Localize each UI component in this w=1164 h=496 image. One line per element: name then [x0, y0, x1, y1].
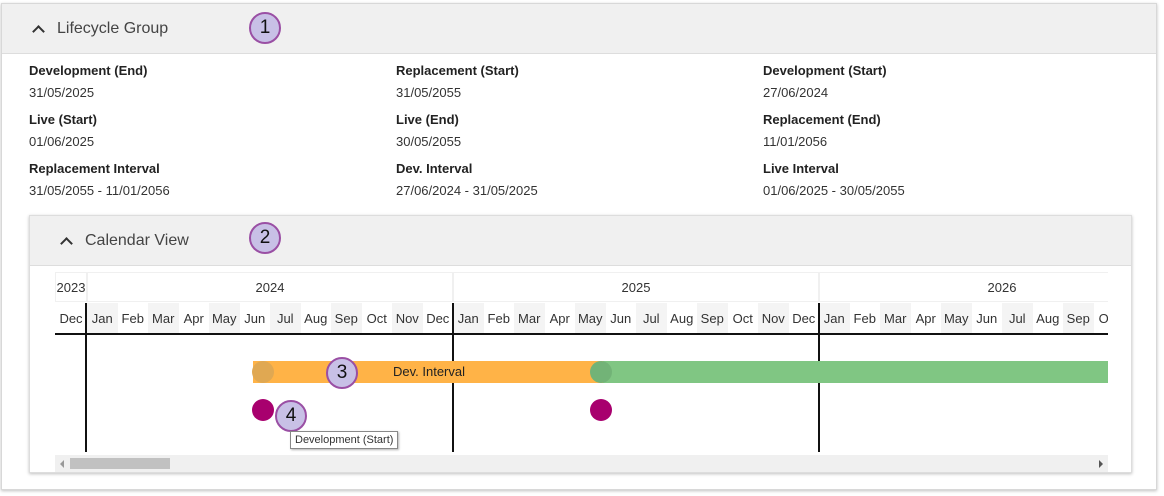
chevron-up-icon[interactable]	[32, 24, 45, 38]
field-dev-interval: Dev. Interval 27/06/2024 - 31/05/2025	[396, 161, 538, 198]
month-jul: Jul	[1002, 303, 1033, 333]
field-value: 11/01/2056	[763, 134, 828, 149]
field-label: Development (Start)	[763, 63, 887, 78]
field-development-end: Development (End) 31/05/2025	[29, 63, 147, 100]
year-2023: 2023	[55, 272, 87, 302]
month-dec: Dec	[788, 303, 819, 333]
field-label: Live (End)	[396, 112, 459, 127]
month-jan: Jan	[453, 303, 484, 333]
scrollbar-thumb[interactable]	[70, 458, 170, 469]
month-sep: Sep	[697, 303, 728, 333]
field-value: 27/06/2024 - 31/05/2025	[396, 183, 538, 198]
field-label: Live (Start)	[29, 112, 97, 127]
milestone-tooltip: Development (Start)	[290, 431, 399, 449]
field-value: 01/06/2025	[29, 134, 95, 149]
field-value: 31/05/2025	[29, 85, 95, 100]
month-jun: Jun	[239, 303, 270, 333]
year-2025: 2025	[453, 272, 819, 302]
year-2026: 2026	[819, 272, 1108, 302]
calendar-view-panel: Calendar View 2 DecNovOctSepAugJulJunMay…	[29, 215, 1132, 473]
month-mar: Mar	[880, 303, 911, 333]
live-interval-bar[interactable]	[603, 361, 1108, 383]
field-live-end: Live (End) 30/05/2055	[396, 112, 461, 149]
milestone-development-end[interactable]	[590, 399, 612, 421]
field-value: 31/05/2055 - 11/01/2056	[29, 183, 170, 198]
chevron-up-icon[interactable]	[60, 236, 73, 250]
month-aug: Aug	[666, 303, 697, 333]
month-nov: Nov	[758, 303, 789, 333]
lifecycle-group-title: Lifecycle Group	[57, 19, 169, 37]
field-value: 30/05/2055	[396, 134, 462, 149]
milestone-development-start[interactable]	[252, 399, 274, 421]
month-mar: Mar	[514, 303, 545, 333]
year-2024: 2024	[87, 272, 453, 302]
field-replacement-start: Replacement (Start) 31/05/2055	[396, 63, 519, 100]
field-label: Replacement (End)	[763, 112, 881, 127]
month-jun: Jun	[971, 303, 1002, 333]
field-live-start: Live (Start) 01/06/2025	[29, 112, 97, 149]
month-may: May	[209, 303, 240, 333]
field-label: Replacement (Start)	[396, 63, 519, 78]
calendar-timeline: DecNovOctSepAugJulJunMayAprMarFebJanDecN…	[55, 272, 1108, 452]
field-replacement-end: Replacement (End) 11/01/2056	[763, 112, 881, 149]
scroll-right-icon[interactable]	[1099, 460, 1103, 468]
calendar-view-title: Calendar View	[85, 231, 189, 249]
month-feb: Feb	[849, 303, 880, 333]
dev-interval-label: Dev. Interval	[393, 364, 466, 379]
calendar-view-header[interactable]: Calendar View	[30, 216, 1131, 266]
month-oct: Oct	[1093, 303, 1108, 333]
month-dec: Dec	[55, 303, 87, 333]
field-value: 27/06/2024	[763, 85, 829, 100]
annotation-badge-2: 2	[249, 222, 281, 254]
month-jun: Jun	[605, 303, 636, 333]
field-label: Development (End)	[29, 63, 148, 78]
field-live-interval: Live Interval 01/06/2025 - 30/05/2055	[763, 161, 905, 198]
month-may: May	[575, 303, 606, 333]
dev-start-handle[interactable]	[252, 361, 274, 383]
field-value: 01/06/2025 - 30/05/2055	[763, 183, 905, 198]
month-jul: Jul	[270, 303, 301, 333]
dev-interval-bar[interactable]: Dev. Interval	[253, 361, 603, 383]
month-may: May	[941, 303, 972, 333]
month-sep: Sep	[1063, 303, 1094, 333]
month-oct: Oct	[361, 303, 392, 333]
month-mar: Mar	[148, 303, 179, 333]
month-feb: Feb	[483, 303, 514, 333]
annotation-badge-1: 1	[249, 12, 281, 44]
month-dec: Dec	[422, 303, 453, 333]
month-aug: Aug	[1032, 303, 1063, 333]
month-jan: Jan	[87, 303, 118, 333]
live-start-handle[interactable]	[590, 361, 612, 383]
field-development-start: Development (Start) 27/06/2024	[763, 63, 887, 100]
field-replacement-interval: Replacement Interval 31/05/2055 - 11/01/2…	[29, 161, 170, 198]
month-oct: Oct	[727, 303, 758, 333]
annotation-badge-4: 4	[275, 400, 307, 432]
month-apr: Apr	[544, 303, 575, 333]
month-jan: Jan	[819, 303, 850, 333]
field-value: 31/05/2055	[396, 85, 462, 100]
month-feb: Feb	[117, 303, 148, 333]
field-label: Live Interval	[763, 161, 839, 176]
annotation-badge-3: 3	[326, 357, 358, 389]
header-divider	[55, 333, 1108, 335]
month-aug: Aug	[300, 303, 331, 333]
month-jul: Jul	[636, 303, 667, 333]
month-apr: Apr	[178, 303, 209, 333]
month-apr: Apr	[910, 303, 941, 333]
field-label: Replacement Interval	[29, 161, 160, 176]
month-nov: Nov	[392, 303, 423, 333]
year-boundary-line	[85, 303, 87, 452]
horizontal-scrollbar[interactable]	[55, 455, 1108, 472]
scroll-left-icon[interactable]	[60, 460, 64, 468]
lifecycle-group-panel: Lifecycle Group 1 Development (End) 31/05…	[1, 3, 1157, 490]
lifecycle-group-header[interactable]: Lifecycle Group	[2, 4, 1156, 54]
month-sep: Sep	[331, 303, 362, 333]
field-label: Dev. Interval	[396, 161, 473, 176]
